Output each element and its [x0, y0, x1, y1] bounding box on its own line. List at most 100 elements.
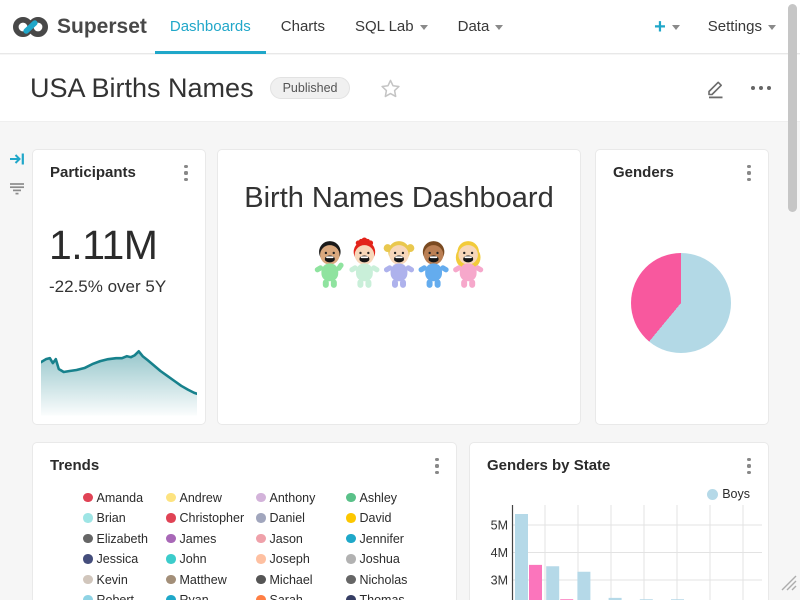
nav-right-actions: + Settings	[654, 0, 776, 53]
status-badge: Published	[269, 77, 351, 99]
vertical-scrollbar-thumb[interactable]	[788, 4, 797, 212]
legend-dot	[83, 554, 93, 564]
legend-dot	[346, 554, 356, 564]
svg-text:4M: 4M	[491, 546, 508, 560]
new-item-button[interactable]: +	[654, 17, 680, 37]
legend-dot	[83, 574, 93, 585]
legend-item[interactable]: Jessica	[83, 552, 166, 566]
expand-filter-bar-icon[interactable]	[8, 150, 26, 173]
filter-icon[interactable]	[8, 180, 26, 203]
legend-item[interactable]: Andrew	[166, 491, 256, 505]
legend-item[interactable]: Sarah	[256, 593, 346, 600]
legend-label: Kevin	[96, 572, 128, 587]
legend-item[interactable]: Robert	[83, 593, 166, 600]
legend-item[interactable]: Ashley	[346, 490, 436, 505]
nav-item-sql-lab[interactable]: SQL Lab	[340, 0, 443, 53]
legend-dot	[256, 492, 266, 503]
trends-card: Trends Amanda Andrew Anthony Ashley Brian Chr…	[33, 443, 456, 600]
participants-sparkline-chart[interactable]	[41, 328, 197, 416]
page-title: USA Births Names	[30, 72, 254, 103]
legend-dot	[346, 595, 356, 600]
settings-menu[interactable]: Settings	[708, 18, 776, 35]
participants-card: Participants 1.11M -22.5% over 5Y	[33, 150, 205, 424]
edit-pencil-icon[interactable]	[705, 77, 726, 99]
genders-by-state-card: 5M 4M 3M Genders by State Boys	[470, 443, 768, 600]
legend-dot	[346, 513, 356, 523]
trends-legend: Amanda Andrew Anthony Ashley Brian Christophe…	[83, 491, 436, 600]
legend-label: Nicholas	[359, 572, 408, 587]
legend-label: Ryan	[179, 593, 209, 600]
bar-boys[interactable]	[608, 597, 622, 600]
legend-dot	[256, 595, 266, 600]
legend-dot	[707, 488, 719, 500]
legend-item[interactable]: John	[166, 552, 256, 566]
card-menu-icon[interactable]	[179, 164, 193, 182]
card-menu-icon[interactable]	[742, 164, 756, 182]
card-menu-icon[interactable]	[430, 457, 444, 475]
superset-brand[interactable]: Superset	[12, 0, 147, 53]
legend-item[interactable]: Michael	[256, 573, 346, 587]
legend-label: Anthony	[269, 490, 316, 505]
bar-boys[interactable]	[515, 514, 528, 600]
favorite-star-icon[interactable]	[380, 78, 401, 99]
legend-dot	[83, 533, 93, 544]
legend-item[interactable]: James	[166, 532, 256, 546]
legend-item[interactable]: Jason	[256, 531, 346, 546]
legend-label: Joshua	[359, 552, 400, 566]
markdown-header-card: Birth Names Dashboard	[218, 150, 580, 424]
more-options-icon[interactable]	[750, 85, 772, 91]
legend-label: Robert	[96, 593, 135, 600]
legend-item[interactable]: David	[346, 511, 436, 525]
chart-title: Genders by State	[487, 457, 611, 474]
legend-item[interactable]: Anthony	[256, 490, 346, 505]
legend-item[interactable]: Elizabeth	[83, 531, 166, 546]
bar-girls[interactable]	[529, 564, 542, 600]
legend-label: Brian	[96, 511, 126, 525]
legend-dot	[256, 513, 266, 523]
legend-item[interactable]: Christopher	[166, 511, 256, 525]
legend-dot	[166, 513, 176, 523]
genders-card: Genders	[596, 150, 768, 424]
bar-boys[interactable]	[546, 566, 560, 600]
legend-dot	[166, 533, 176, 544]
legend-item[interactable]: Nicholas	[346, 572, 436, 587]
legend-item[interactable]: Joseph	[256, 552, 346, 566]
legend-dot	[346, 492, 356, 503]
legend-item[interactable]: Kevin	[83, 572, 166, 587]
legend-label: Amanda	[96, 490, 144, 505]
nav-item-dashboards[interactable]: Dashboards	[154, 0, 266, 54]
legend-item[interactable]: Ryan	[166, 593, 256, 600]
legend-dot	[346, 574, 356, 585]
legend-item[interactable]: Jennifer	[346, 532, 436, 546]
legend-item-boys[interactable]: Boys	[707, 487, 750, 501]
card-menu-icon[interactable]	[742, 457, 756, 475]
legend-label: Thomas	[359, 593, 405, 600]
nav-item-data[interactable]: Data	[443, 0, 519, 53]
legend-item[interactable]: Amanda	[83, 490, 166, 505]
chevron-down-icon	[671, 25, 680, 30]
legend-item[interactable]: Brian	[83, 511, 166, 525]
legend-label: Elizabeth	[96, 531, 148, 546]
legend-label: David	[359, 511, 392, 525]
genders-pie-chart[interactable]	[631, 253, 731, 353]
legend-item[interactable]: Daniel	[256, 511, 346, 525]
resize-grip-icon[interactable]	[780, 574, 797, 596]
legend-label: Jason	[269, 531, 303, 546]
legend-label: John	[179, 552, 207, 566]
legend-item[interactable]: Joshua	[346, 552, 436, 566]
svg-text:3M: 3M	[491, 574, 508, 588]
legend-dot	[166, 492, 176, 503]
legend-item[interactable]: Thomas	[346, 593, 436, 600]
legend-item[interactable]: Matthew	[166, 573, 256, 587]
legend-label: Ashley	[359, 490, 398, 505]
chevron-down-icon	[419, 25, 428, 30]
children-illustration	[314, 237, 484, 288]
titlebar-actions	[705, 77, 772, 99]
legend-dot	[256, 554, 266, 564]
big-number-subheader: -22.5% over 5Y	[49, 277, 167, 296]
nav-item-charts[interactable]: Charts	[280, 18, 325, 35]
bar-boys[interactable]	[577, 571, 591, 600]
legend-dot	[256, 533, 266, 544]
big-number-value: 1.11M	[49, 222, 158, 268]
dashboard-titlebar: USA Births Names Published	[0, 55, 800, 122]
